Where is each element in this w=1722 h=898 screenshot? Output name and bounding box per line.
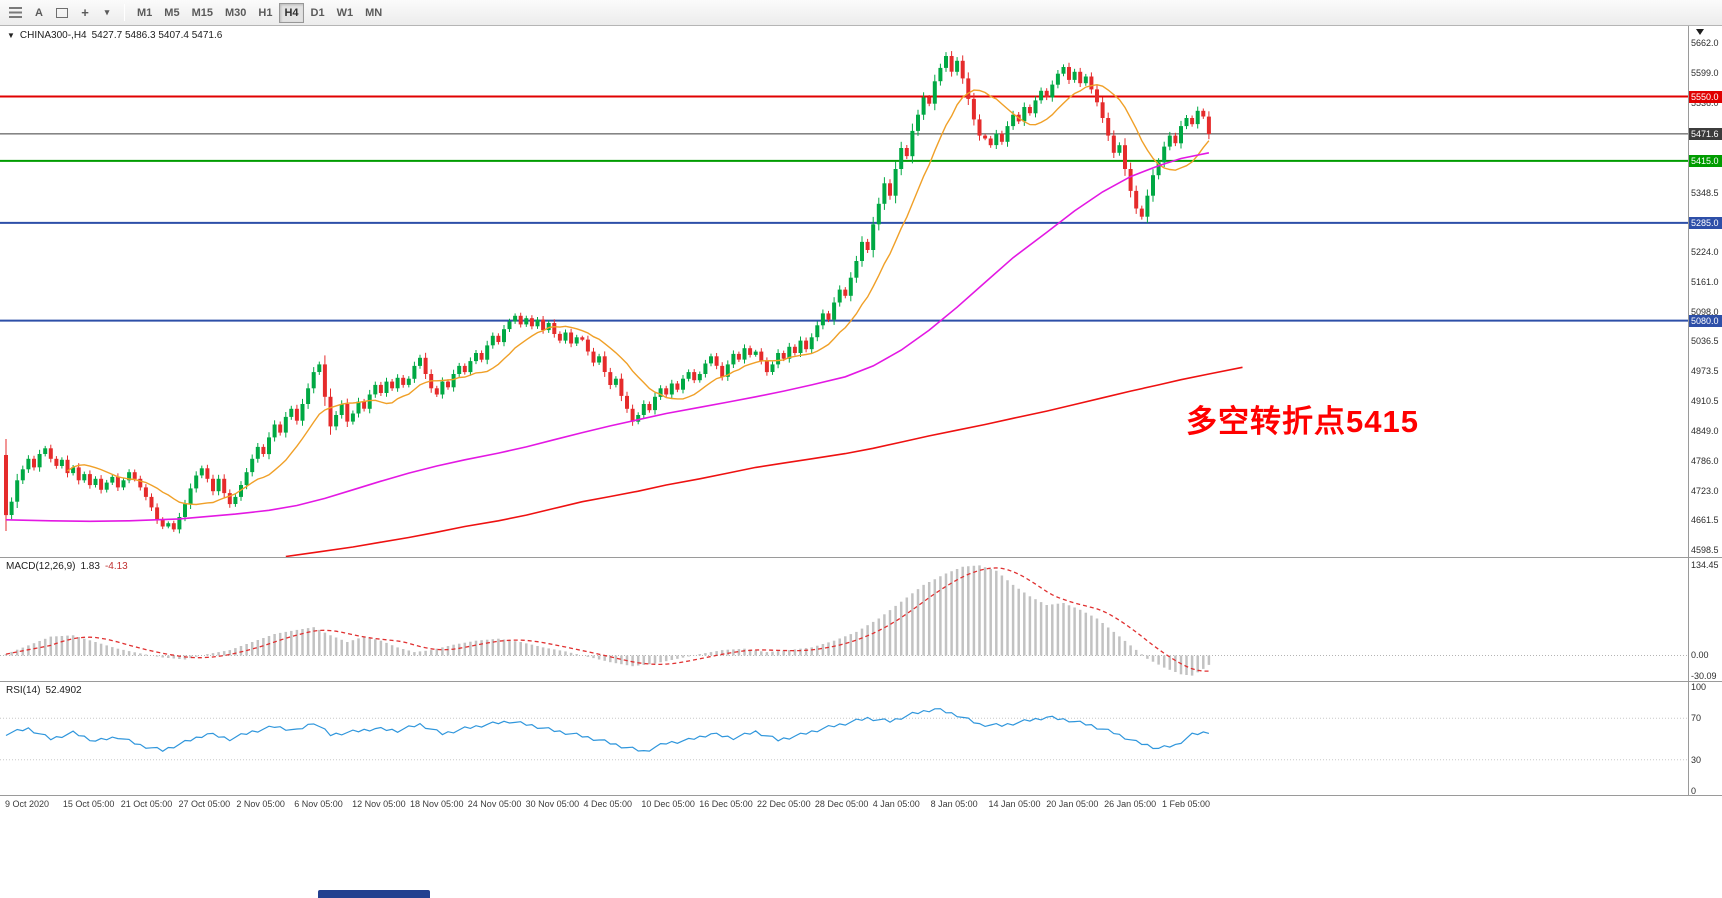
chart-text-annotation[interactable]: 多空转折点5415 (1186, 404, 1419, 439)
macd-label: MACD(12,26,9) 1.83 -4.13 (6, 561, 128, 572)
pivot-5415-badge: 5415.0 (1689, 154, 1722, 167)
price-scale-border (1688, 26, 1689, 795)
macd-indicator-chart[interactable] (0, 558, 1688, 681)
time-label: 20 Jan 05:00 (1046, 799, 1099, 809)
crosshair-button[interactable]: + (75, 3, 95, 23)
resistance-5550-badge: 5550.0 (1689, 90, 1722, 103)
rsi-name: RSI(14) (6, 685, 41, 696)
axis-label: 5599.0 (1691, 68, 1719, 79)
taskbar-fragment[interactable] (318, 890, 430, 898)
timeframe-m5-button[interactable]: M5 (159, 3, 184, 23)
time-label: 28 Dec 05:00 (814, 799, 869, 809)
list-icon (9, 7, 22, 18)
time-label: 4 Dec 05:00 (583, 799, 633, 809)
panel-separator[interactable] (0, 681, 1722, 682)
crosshair-icon: + (81, 5, 89, 20)
axis-label: 5161.0 (1691, 276, 1719, 287)
time-label: 16 Dec 05:00 (699, 799, 753, 809)
toolbar: A + ▾ M1 M5 M15 M30 H1 H4 D1 W1 MN (0, 0, 1722, 26)
time-label: 15 Oct 05:00 (62, 799, 115, 809)
axis-label: 0.00 (1691, 650, 1709, 661)
text-frame-icon (56, 7, 68, 18)
main-price-chart[interactable] (0, 26, 1688, 558)
time-label: 14 Jan 05:00 (988, 799, 1041, 809)
time-label: 4 Jan 05:00 (872, 799, 920, 809)
timeframe-w1-button[interactable]: W1 (332, 3, 359, 23)
symbol-name: CHINA300-,H4 (19, 30, 87, 41)
axis-label: 30 (1691, 754, 1702, 765)
axis-label: 5536.0 (1691, 98, 1719, 109)
axis-label: 5224.0 (1691, 246, 1719, 257)
axis-label: 100 (1691, 682, 1707, 692)
axis-label: 4910.5 (1691, 396, 1719, 407)
symbol-marker-icon: ▼ (7, 31, 15, 40)
axis-label: 5348.5 (1691, 187, 1719, 198)
axis-label: 134.45 (1691, 560, 1719, 571)
time-label: 12 Nov 05:00 (352, 799, 406, 809)
axis-label: 4723.0 (1691, 485, 1719, 496)
panel-separator[interactable] (0, 795, 1722, 796)
time-label: 30 Nov 05:00 (525, 799, 580, 809)
time-label: 21 Oct 05:00 (120, 799, 173, 809)
axis-label: 5098.0 (1691, 306, 1719, 317)
support-5080-badge: 5080.0 (1689, 314, 1722, 327)
tools-dropdown-button[interactable]: ▾ (97, 3, 117, 23)
axis-label: 4598.5 (1691, 545, 1719, 556)
market-watch-button[interactable] (4, 3, 27, 23)
axis-label: 5662.0 (1691, 38, 1719, 49)
timeframe-m15-button[interactable]: M15 (187, 3, 218, 23)
symbol-ohlc: 5427.7 5486.3 5407.4 5471.6 (91, 30, 223, 41)
axis-label: 4786.0 (1691, 455, 1719, 466)
axis-label: 4849.0 (1691, 425, 1719, 436)
chart-title: ▼ CHINA300-,H4 5427.7 5486.3 5407.4 5471… (7, 30, 222, 42)
timeframe-d1-button[interactable]: D1 (306, 3, 330, 23)
toolbar-separator (124, 4, 125, 21)
axis-label: -30.09 (1691, 670, 1717, 681)
timeframe-m1-button[interactable]: M1 (132, 3, 157, 23)
time-label: 24 Nov 05:00 (467, 799, 522, 809)
time-scale[interactable]: 9 Oct 2020 15 Oct 05:00 21 Oct 05:00 27 Oct… (0, 796, 1688, 814)
time-label: 9 Oct 2020 (5, 799, 50, 809)
time-label: 22 Dec 05:00 (757, 799, 811, 809)
chart-shift-marker-icon (1696, 29, 1704, 35)
chevron-down-icon: ▾ (104, 7, 110, 17)
time-label: 10 Dec 05:00 (641, 799, 695, 809)
axis-label: 4661.5 (1691, 515, 1719, 526)
current-price-badge: 5471.6 (1689, 127, 1722, 140)
macd-main-value: 1.83 (80, 561, 100, 572)
time-label: 2 Nov 05:00 (236, 799, 285, 809)
rsi-value: 52.4902 (45, 685, 82, 696)
time-label: 26 Jan 05:00 (1104, 799, 1157, 809)
time-label: 27 Oct 05:00 (178, 799, 231, 809)
rsi-indicator-chart[interactable] (0, 682, 1688, 795)
axis-label: 4973.5 (1691, 366, 1719, 377)
timeframe-group: M1 M5 M15 M30 H1 H4 D1 W1 MN (132, 2, 387, 23)
text-tool-button[interactable] (51, 3, 73, 23)
timeframe-mn-button[interactable]: MN (360, 3, 387, 23)
rsi-label: RSI(14) 52.4902 (6, 685, 82, 696)
axis-label: 5036.5 (1691, 336, 1719, 347)
timeframe-m30-button[interactable]: M30 (220, 3, 251, 23)
time-label: 1 Feb 05:00 (1162, 799, 1211, 809)
support-5285-badge: 5285.0 (1689, 216, 1722, 229)
axis-label: 0 (1691, 786, 1697, 796)
cursor-a-button[interactable]: A (29, 3, 49, 23)
macd-name: MACD(12,26,9) (6, 561, 76, 572)
time-label: 6 Nov 05:00 (294, 799, 343, 809)
axis-label: 70 (1691, 713, 1702, 724)
timeframe-h4-button[interactable]: H4 (279, 2, 304, 23)
panel-separator[interactable] (0, 557, 1722, 558)
time-label: 8 Jan 05:00 (930, 799, 978, 809)
time-label: 18 Nov 05:00 (409, 799, 464, 809)
timeframe-h1-button[interactable]: H1 (253, 3, 277, 23)
macd-signal-value: -4.13 (104, 561, 128, 572)
